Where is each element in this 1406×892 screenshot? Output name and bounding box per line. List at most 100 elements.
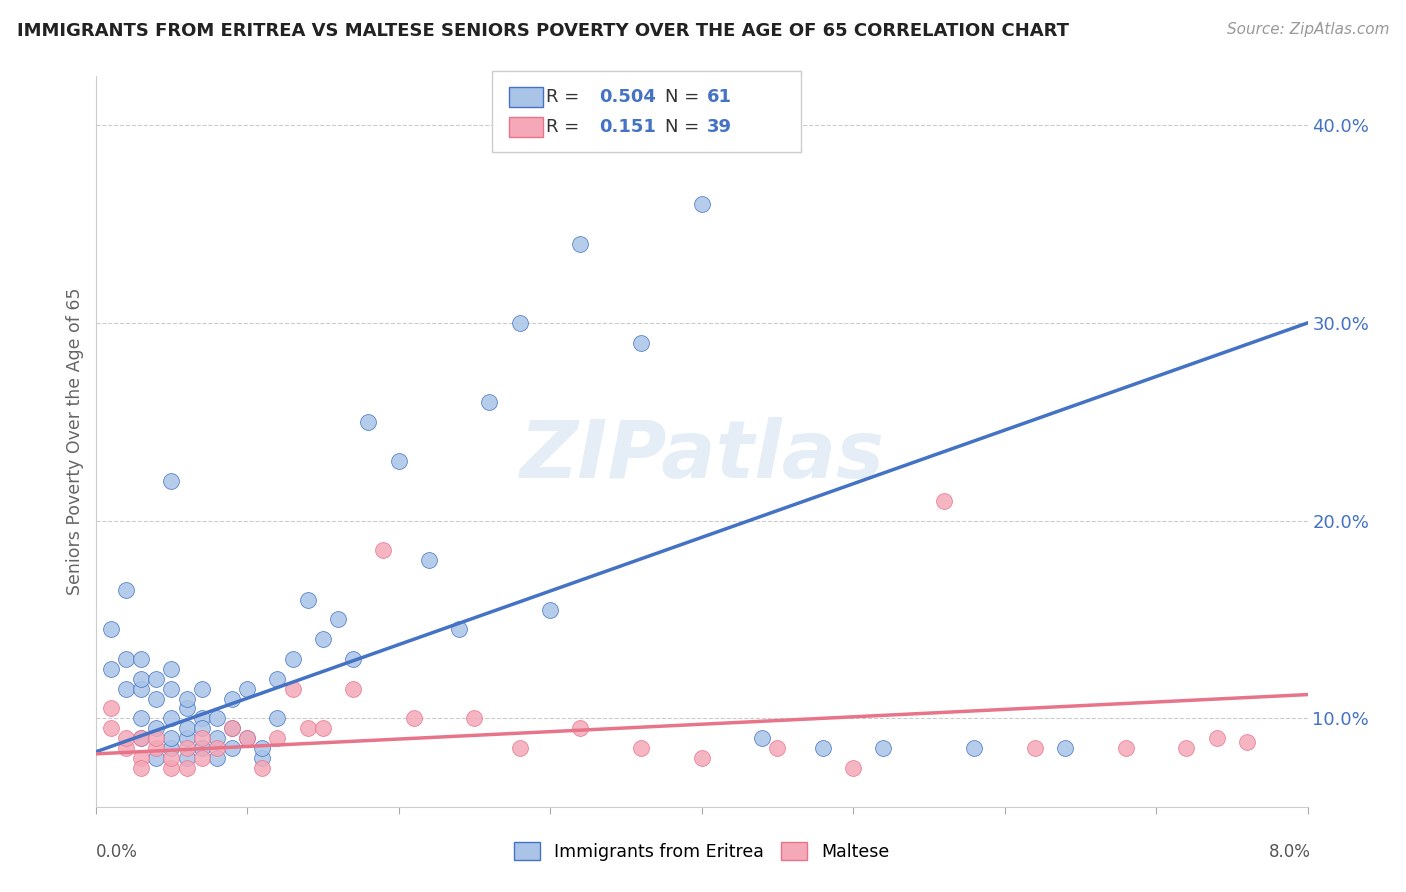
Point (221, 741, 243, 756)
Point (145, 741, 167, 756)
Point (160, 662, 183, 676)
Text: N =: N = (665, 88, 704, 106)
Point (373, 543, 395, 558)
Point (190, 711, 212, 725)
Point (176, 751, 198, 765)
Point (630, 335, 652, 350)
Point (115, 681, 138, 696)
Point (1115, 741, 1137, 756)
Point (1024, 741, 1046, 756)
Point (842, 761, 865, 775)
Point (388, 454, 411, 468)
Text: R =: R = (546, 119, 585, 136)
Point (418, 553, 440, 567)
Point (176, 761, 198, 775)
Text: 8.0%: 8.0% (1268, 843, 1310, 861)
Point (509, 741, 531, 756)
Point (312, 721, 335, 735)
Point (297, 592, 319, 607)
Point (221, 721, 243, 735)
Point (630, 741, 652, 756)
Point (115, 652, 138, 666)
Point (221, 721, 243, 735)
Text: Source: ZipAtlas.com: Source: ZipAtlas.com (1226, 22, 1389, 37)
Point (342, 652, 364, 666)
Point (1236, 735, 1258, 749)
Text: 0.504: 0.504 (599, 88, 655, 106)
Point (236, 731, 259, 745)
Point (129, 711, 152, 725)
Point (145, 721, 167, 735)
Point (963, 741, 986, 756)
Point (190, 751, 212, 765)
Text: R =: R = (546, 88, 585, 106)
Point (281, 652, 304, 666)
Point (266, 672, 288, 686)
Point (449, 623, 471, 637)
Point (129, 761, 152, 775)
Point (176, 741, 198, 756)
Point (160, 741, 183, 756)
Point (115, 582, 138, 597)
Text: ZIPatlas: ZIPatlas (519, 417, 884, 495)
Point (160, 474, 183, 488)
Point (100, 721, 122, 735)
Point (176, 691, 198, 706)
Point (312, 632, 335, 647)
Point (190, 681, 212, 696)
Point (690, 197, 713, 211)
Text: 0.151: 0.151 (599, 119, 655, 136)
Point (690, 751, 713, 765)
Point (129, 751, 152, 765)
Point (190, 741, 212, 756)
Point (538, 602, 561, 616)
Point (129, 731, 152, 745)
Point (221, 691, 243, 706)
Text: 61: 61 (707, 88, 733, 106)
Point (160, 731, 183, 745)
Point (205, 751, 228, 765)
Point (129, 652, 152, 666)
Point (236, 681, 259, 696)
Point (569, 236, 592, 251)
Point (160, 711, 183, 725)
Point (252, 751, 274, 765)
Point (1205, 731, 1227, 745)
Point (100, 662, 122, 676)
Point (190, 731, 212, 745)
Text: 39: 39 (707, 119, 733, 136)
Point (100, 701, 122, 715)
Text: IMMIGRANTS FROM ERITREA VS MALTESE SENIORS POVERTY OVER THE AGE OF 65 CORRELATIO: IMMIGRANTS FROM ERITREA VS MALTESE SENIO… (17, 22, 1069, 40)
Point (1175, 741, 1198, 756)
Point (160, 681, 183, 696)
Point (145, 731, 167, 745)
Point (115, 741, 138, 756)
Point (129, 681, 152, 696)
Point (751, 731, 773, 745)
Point (297, 721, 319, 735)
Point (176, 721, 198, 735)
Point (129, 731, 152, 745)
Point (478, 395, 501, 409)
Point (266, 711, 288, 725)
Point (1054, 741, 1077, 756)
Point (342, 681, 364, 696)
Point (569, 721, 592, 735)
Point (160, 751, 183, 765)
Point (145, 672, 167, 686)
Point (176, 701, 198, 715)
Point (872, 741, 894, 756)
Point (281, 681, 304, 696)
Point (252, 741, 274, 756)
Point (145, 691, 167, 706)
Y-axis label: Seniors Poverty Over the Age of 65: Seniors Poverty Over the Age of 65 (66, 288, 84, 595)
Point (266, 731, 288, 745)
Point (115, 731, 138, 745)
Point (326, 612, 349, 626)
Point (811, 741, 834, 756)
Point (160, 761, 183, 775)
Point (145, 751, 167, 765)
Point (402, 711, 425, 725)
Point (100, 623, 122, 637)
Point (509, 316, 531, 330)
